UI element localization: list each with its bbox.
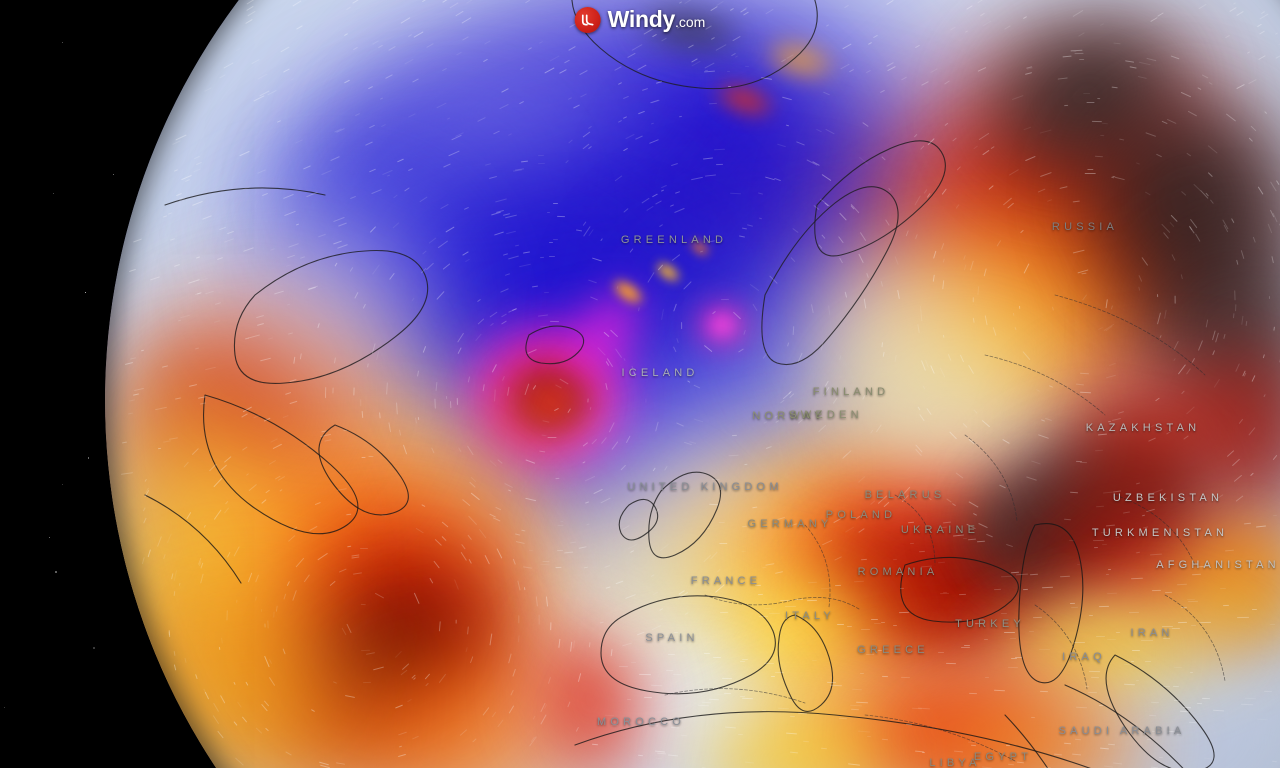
- logo-brand: Windy: [607, 6, 676, 32]
- star: [54, 571, 57, 574]
- weather-blob-pale-ne2: [830, 330, 1070, 510]
- star: [52, 192, 54, 194]
- weather-blob-pale-canada: [180, 180, 480, 420]
- star: [93, 647, 96, 649]
- weather-blob-pale-ring2: [550, 460, 730, 660]
- star: [84, 292, 86, 293]
- star: [4, 706, 5, 708]
- logo-suffix: .com: [674, 14, 706, 30]
- windy-logo-mark-icon: [574, 6, 601, 33]
- windy-logo-text: Windy .com: [608, 6, 706, 33]
- star: [48, 537, 50, 539]
- weather-blob-low2-core: [706, 311, 738, 339]
- star: [62, 484, 64, 486]
- star: [88, 457, 90, 459]
- windy-logo[interactable]: Windy .com: [574, 6, 706, 33]
- weather-layer: [105, 0, 1280, 768]
- star: [62, 42, 64, 43]
- earth-globe[interactable]: [105, 0, 1280, 768]
